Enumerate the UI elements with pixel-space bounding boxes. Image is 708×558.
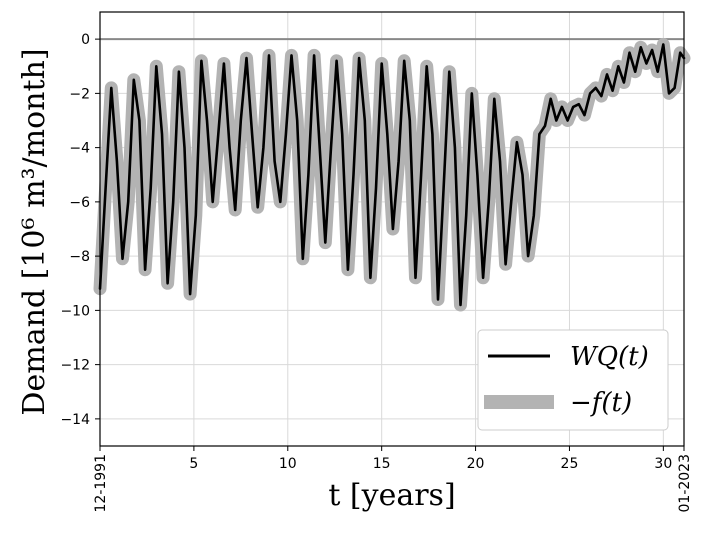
series-group	[93, 38, 691, 312]
x-tick-label: 15	[373, 456, 391, 472]
x-tick-label: 10	[279, 456, 297, 472]
x-ticks: 12-1991 5 10 15 20 25 30 01-2023	[93, 446, 693, 513]
y-tick-label: −4	[69, 141, 90, 157]
y-tick-label: −10	[60, 303, 90, 319]
x-tick-label: 25	[561, 456, 579, 472]
y-tick-label: −6	[69, 195, 90, 211]
legend: WQ(t) −f(t)	[477, 329, 669, 431]
plot-frame	[99, 11, 685, 447]
y-axis-label: Demand [10⁶ m³/month]	[17, 48, 52, 415]
y-tick-label: −14	[60, 412, 90, 428]
y-tick-label: −2	[69, 86, 90, 102]
x-tick-label: 20	[467, 456, 485, 472]
legend-wq-label: WQ(t)	[570, 342, 649, 372]
x-tick-label: 12-1991	[93, 454, 109, 513]
y-tick-label: −12	[60, 358, 90, 374]
x-tick-label: 01-2023	[677, 454, 693, 513]
x-tick-label: 30	[654, 456, 672, 472]
series-wq-line	[98, 43, 686, 307]
legend-f-label: −f(t)	[570, 388, 632, 418]
y-ticks: 0 −2 −4 −6 −8 −10 −12 −14	[60, 32, 100, 428]
x-axis-label: t [years]	[328, 478, 455, 513]
y-tick-label: −8	[69, 249, 90, 265]
x-tick-label: 5	[189, 456, 198, 472]
y-tick-label: 0	[81, 32, 90, 48]
